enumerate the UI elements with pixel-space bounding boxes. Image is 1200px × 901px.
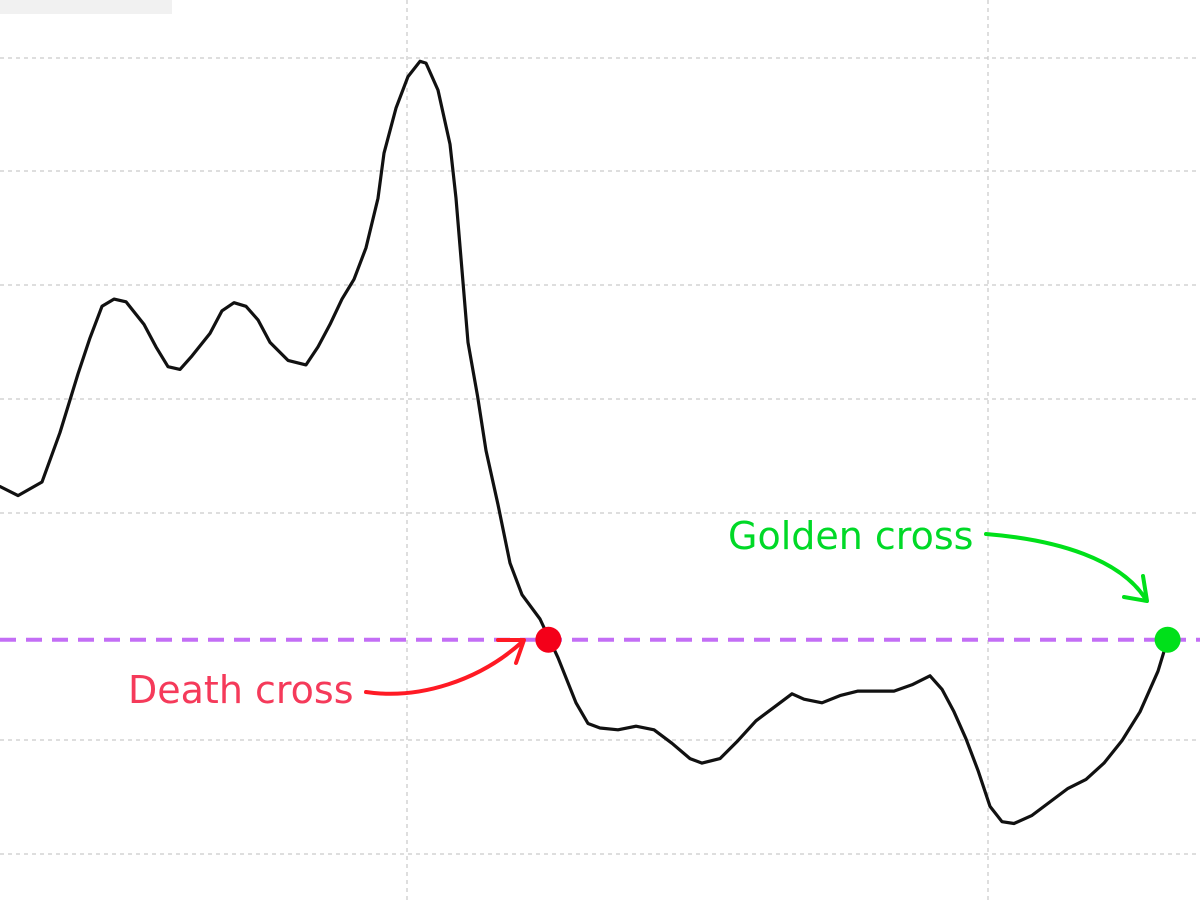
golden-cross-marker (1154, 626, 1181, 653)
corner-tab (0, 0, 172, 14)
golden-cross-arrowhead (1122, 574, 1149, 603)
death-cross-arrowhead (496, 638, 526, 665)
golden-cross-label: Golden cross (728, 514, 973, 558)
golden-cross-arrow (984, 532, 1147, 600)
annotation-arrows (364, 532, 1149, 696)
series-layer (0, 59, 1170, 826)
death-cross-marker (535, 626, 562, 653)
death-cross-label: Death cross (128, 668, 354, 712)
death-cross-arrow (364, 640, 524, 696)
series-line (0, 59, 1170, 826)
markers (535, 626, 1181, 653)
